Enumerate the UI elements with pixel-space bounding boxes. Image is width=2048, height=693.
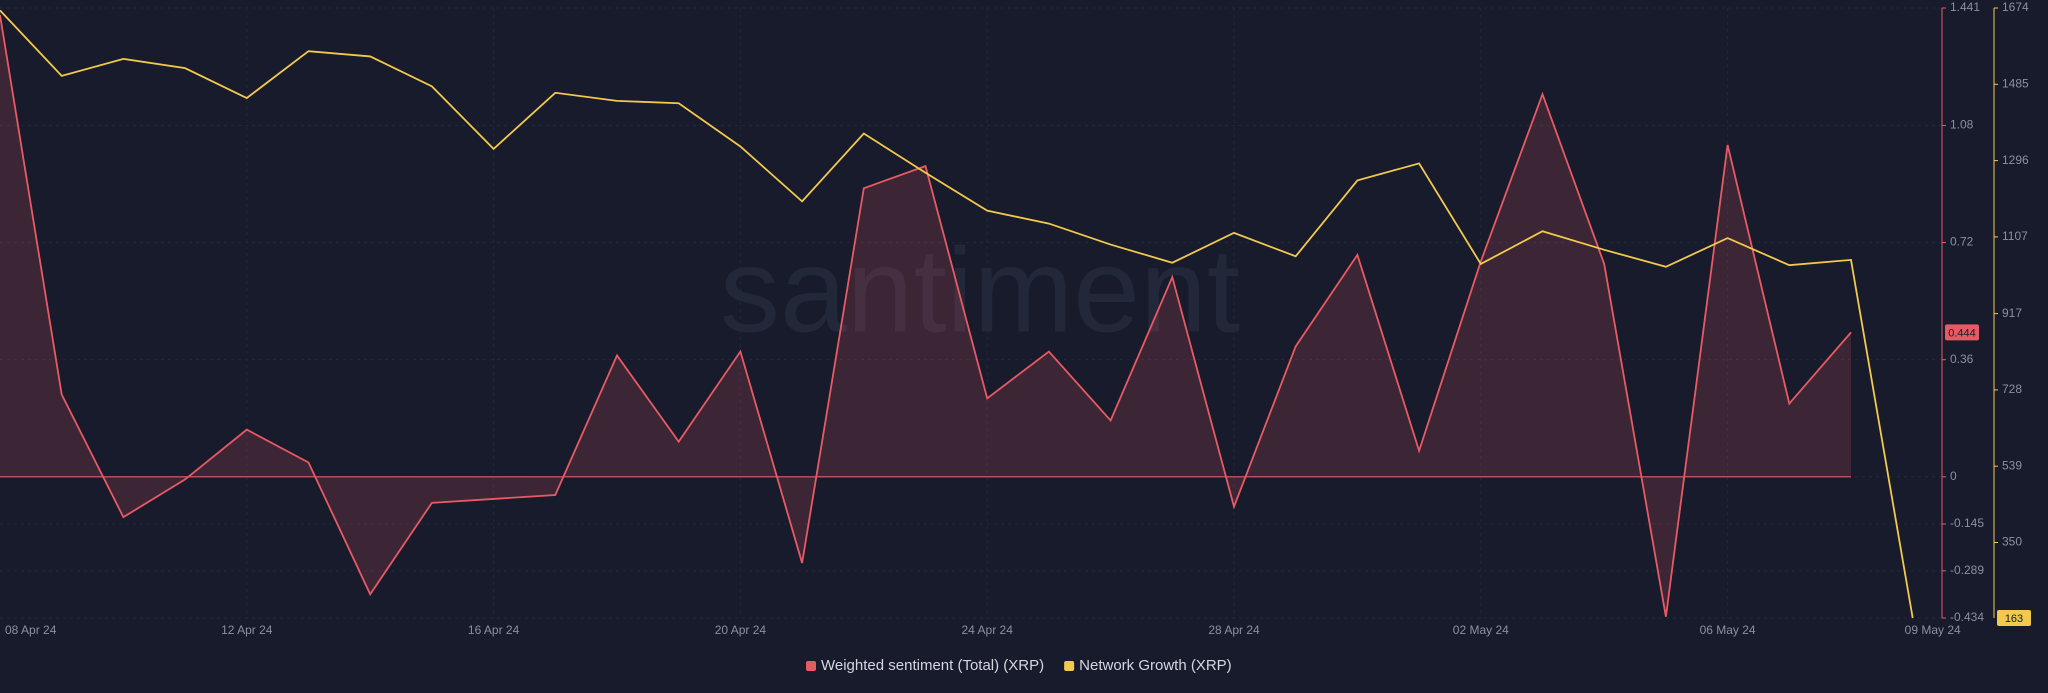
y-tick-label: 0 (1950, 469, 1957, 483)
x-tick-label: 24 Apr 24 (962, 623, 1014, 637)
x-tick-label: 20 Apr 24 (715, 623, 767, 637)
x-tick-label: 06 May 24 (1700, 623, 1756, 637)
legend-text: Network Growth (XRP) (1079, 657, 1232, 674)
legend-swatch (806, 661, 816, 671)
x-tick-label: 28 Apr 24 (1208, 623, 1260, 637)
series-line (0, 9, 1914, 619)
x-tick-label: 09 May 24 (1905, 623, 1961, 637)
y2-tick-label: 1674 (2002, 0, 2029, 14)
y-tick-label: 1.08 (1950, 118, 1974, 132)
y2-tick-label: 1296 (2002, 153, 2029, 167)
sentiment-area (0, 14, 1851, 617)
y2-tick-label: 728 (2002, 382, 2022, 396)
y-tick-label: -0.289 (1950, 563, 1984, 577)
y2-tick-label: 539 (2002, 458, 2022, 472)
legend-text: Weighted sentiment (Total) (XRP) (821, 657, 1044, 674)
y2-tick-label: 1485 (2002, 76, 2029, 90)
series-line (0, 14, 1852, 617)
watermark: santiment (720, 224, 1240, 358)
y-tick-label: -0.145 (1950, 516, 1984, 530)
y-tick-label: 0.72 (1950, 235, 1974, 249)
x-tick-label: 08 Apr 24 (5, 623, 57, 637)
y2-tick-label: 350 (2002, 535, 2022, 549)
x-tick-label: 16 Apr 24 (468, 623, 520, 637)
y-tick-label: -0.434 (1950, 610, 1984, 624)
value-label: 0.444 (1948, 327, 1976, 339)
y-tick-label: 0.36 (1950, 352, 1974, 366)
y2-tick-label: 1107 (2002, 229, 2028, 243)
value-badge (1945, 324, 1979, 341)
value-badge (1997, 610, 2031, 626)
x-tick-label: 12 Apr 24 (221, 623, 273, 637)
y2-tick-label: 917 (2002, 306, 2022, 320)
value-label: 163 (2005, 613, 2023, 625)
y-tick-label: 1.441 (1950, 0, 1980, 14)
legend-swatch (1064, 661, 1075, 671)
x-tick-label: 02 May 24 (1453, 623, 1509, 637)
